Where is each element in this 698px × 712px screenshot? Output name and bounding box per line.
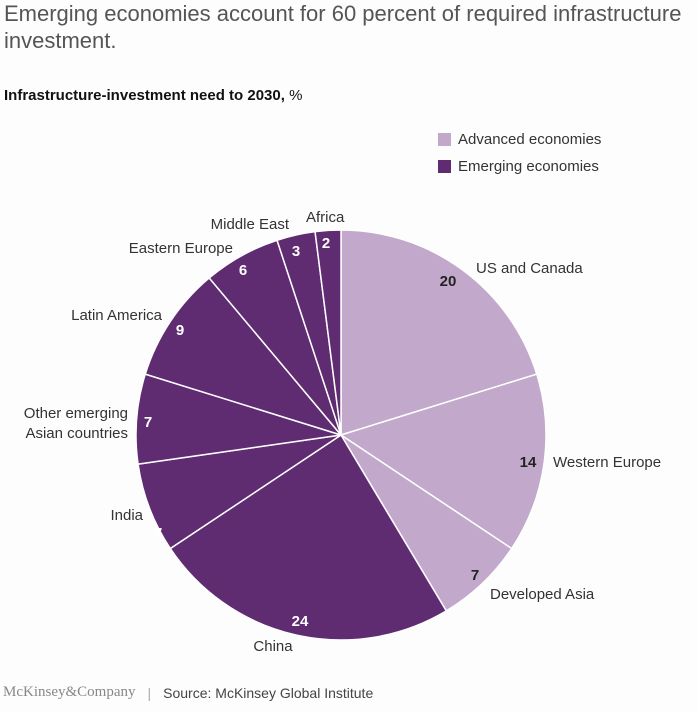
slice-value-label: 9	[176, 322, 184, 339]
legend-swatch-emerging	[438, 160, 451, 173]
legend: Advanced economies Emerging economies	[438, 126, 601, 180]
slice-value-label: 14	[520, 454, 537, 471]
legend-swatch-advanced	[438, 133, 451, 146]
slice-category-label: Middle East	[211, 216, 290, 233]
slice-category-label: US and Canada	[476, 260, 583, 277]
slice-category-label: Developed Asia	[490, 586, 595, 603]
pie-slice	[144, 276, 344, 437]
slice-value-label: 20	[440, 273, 457, 290]
slice-category-label: Asian countries	[25, 425, 128, 442]
slice-category-label: Other emerging	[24, 405, 128, 422]
legend-label: Emerging economies	[458, 158, 599, 175]
chart-subtitle: Infrastructure-investment need to 2030, …	[4, 87, 302, 104]
slice-value-label: 3	[292, 243, 300, 260]
slice-category-label: Eastern Europe	[129, 240, 233, 257]
pie-slice	[169, 433, 448, 641]
pie-slice	[339, 373, 547, 550]
slice-category-label: China	[253, 638, 293, 655]
slice-category-label: Latin America	[71, 307, 163, 324]
subtitle-unit: %	[284, 87, 303, 104]
mckinsey-logo: McKinsey&Company	[3, 684, 136, 700]
legend-item-advanced: Advanced economies	[438, 126, 601, 153]
slice-category-label: Africa	[306, 209, 345, 226]
footer-separator: |	[147, 684, 152, 701]
legend-item-emerging: Emerging economies	[438, 153, 601, 180]
slice-value-label: 6	[239, 262, 247, 279]
pie-slice	[314, 229, 342, 436]
chart-title: Emerging economies account for 60 percen…	[4, 1, 682, 53]
slice-value-label: 7	[154, 525, 162, 542]
source-note: Source: McKinsey Global Institute	[163, 684, 374, 701]
slice-category-label: India	[110, 507, 143, 524]
footer: McKinsey&Company | Source: McKinsey Glob…	[3, 684, 373, 701]
slice-value-label: 7	[471, 567, 479, 584]
pie-slice	[340, 229, 538, 437]
slice-category-label: Western Europe	[553, 454, 661, 471]
subtitle-text: Infrastructure-investment need to 2030,	[4, 87, 285, 104]
slice-value-label: 24	[292, 613, 309, 630]
slice-value-label: 2	[322, 235, 330, 252]
slice-value-label: 7	[144, 414, 152, 431]
legend-label: Advanced economies	[458, 131, 602, 148]
